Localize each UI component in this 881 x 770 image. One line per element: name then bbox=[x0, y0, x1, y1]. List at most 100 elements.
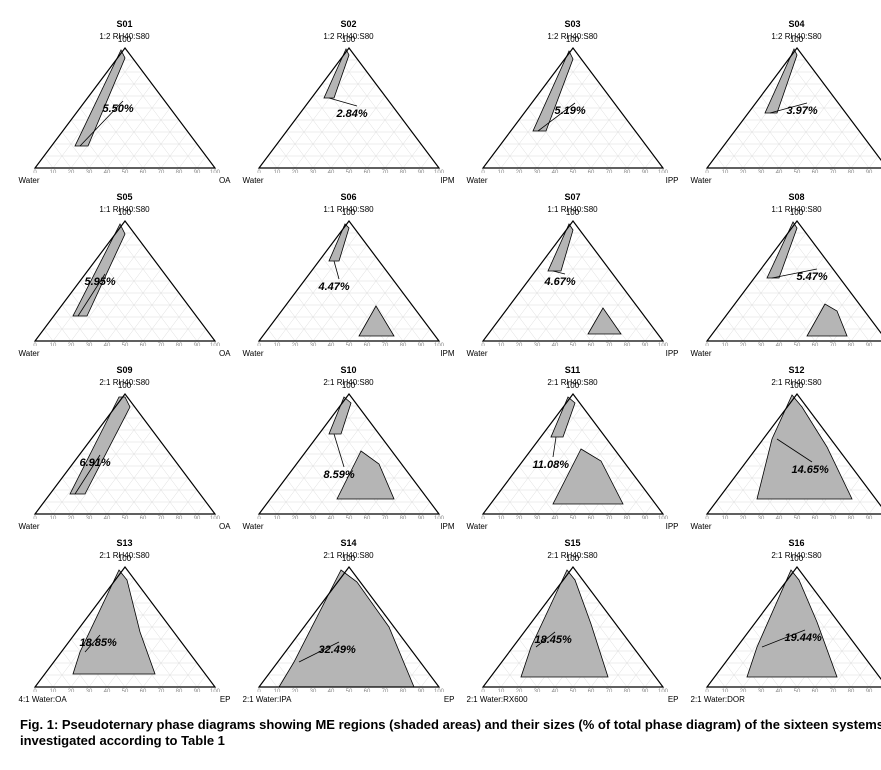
svg-text:60: 60 bbox=[363, 516, 370, 519]
svg-text:10: 10 bbox=[497, 170, 504, 173]
svg-text:40: 40 bbox=[103, 689, 110, 692]
left-corner-label: Water bbox=[243, 522, 264, 531]
svg-text:10: 10 bbox=[273, 516, 280, 519]
svg-text:20: 20 bbox=[515, 516, 522, 519]
right-corner-label: IPM bbox=[440, 522, 454, 531]
svg-text:60: 60 bbox=[363, 343, 370, 346]
svg-text:100: 100 bbox=[433, 689, 444, 692]
svg-text:0: 0 bbox=[705, 516, 709, 519]
svg-text:90: 90 bbox=[193, 516, 200, 519]
ternary-diagram-s02: S021:2 RH40:S800102030405060708090100100… bbox=[244, 20, 453, 183]
svg-text:60: 60 bbox=[587, 516, 594, 519]
right-corner-label: OA bbox=[219, 349, 231, 358]
ternary-diagram-s01: S011:2 RH40:S800102030405060708090100100… bbox=[20, 20, 229, 183]
right-corner-label: OA bbox=[219, 522, 231, 531]
svg-text:50: 50 bbox=[793, 343, 800, 346]
svg-text:90: 90 bbox=[641, 343, 648, 346]
svg-text:80: 80 bbox=[399, 689, 406, 692]
left-corner-label: 4:1 Water:OA bbox=[19, 695, 67, 704]
apex-label: 100 bbox=[790, 381, 803, 390]
left-corner-label: 2:1 Water:IPA bbox=[243, 695, 292, 704]
ternary-diagram-s15: S152:1 RH40:S800102030405060708090100100… bbox=[468, 539, 677, 702]
apex-label: 100 bbox=[790, 35, 803, 44]
region-percentage: 14.65% bbox=[792, 464, 829, 476]
svg-text:40: 40 bbox=[327, 170, 334, 173]
svg-text:80: 80 bbox=[175, 170, 182, 173]
left-corner-label: Water bbox=[691, 522, 712, 531]
svg-text:60: 60 bbox=[811, 170, 818, 173]
triangle-plot: 0102030405060708090100100WaterOA6.91% bbox=[25, 389, 225, 529]
svg-text:60: 60 bbox=[811, 343, 818, 346]
triangle-plot: 0102030405060708090100100WaterEP5.47% bbox=[697, 216, 881, 356]
diagram-title: S16 bbox=[788, 539, 804, 549]
left-corner-label: Water bbox=[243, 349, 264, 358]
svg-text:100: 100 bbox=[209, 343, 220, 346]
svg-text:80: 80 bbox=[847, 343, 854, 346]
svg-text:90: 90 bbox=[865, 516, 872, 519]
phase-diagram-grid: S011:2 RH40:S800102030405060708090100100… bbox=[20, 20, 881, 702]
triangle-plot: 0102030405060708090100100WaterIPP5.19% bbox=[473, 43, 673, 183]
svg-text:100: 100 bbox=[433, 343, 444, 346]
svg-text:0: 0 bbox=[257, 170, 261, 173]
svg-text:50: 50 bbox=[569, 343, 576, 346]
svg-text:100: 100 bbox=[657, 516, 668, 519]
svg-text:90: 90 bbox=[641, 516, 648, 519]
svg-text:20: 20 bbox=[291, 343, 298, 346]
ternary-diagram-s04: S041:2 RH40:S800102030405060708090100100… bbox=[692, 20, 881, 183]
left-corner-label: Water bbox=[467, 349, 488, 358]
ternary-diagram-s10: S102:1 RH40:S800102030405060708090100100… bbox=[244, 366, 453, 529]
triangle-plot: 0102030405060708090100100WaterOA5.95% bbox=[25, 216, 225, 356]
ternary-diagram-s07: S071:1 RH40:S800102030405060708090100100… bbox=[468, 193, 677, 356]
svg-text:0: 0 bbox=[33, 516, 37, 519]
diagram-title: S01 bbox=[116, 20, 132, 30]
ternary-diagram-s11: S112:1 RH40:S800102030405060708090100100… bbox=[468, 366, 677, 529]
svg-text:50: 50 bbox=[121, 516, 128, 519]
right-corner-label: EP bbox=[444, 695, 455, 704]
svg-text:30: 30 bbox=[533, 516, 540, 519]
svg-text:50: 50 bbox=[569, 516, 576, 519]
apex-label: 100 bbox=[342, 35, 355, 44]
svg-text:100: 100 bbox=[209, 689, 220, 692]
left-corner-label: Water bbox=[19, 349, 40, 358]
triangle-plot: 01020304050607080901001002:1 Water:DOREP… bbox=[697, 562, 881, 702]
ternary-diagram-s14: S142:1 RH40:S800102030405060708090100100… bbox=[244, 539, 453, 702]
svg-text:90: 90 bbox=[417, 689, 424, 692]
region-percentage: 5.50% bbox=[103, 103, 134, 115]
svg-text:60: 60 bbox=[363, 170, 370, 173]
triangle-plot: 0102030405060708090100100WaterOA5.50% bbox=[25, 43, 225, 183]
svg-text:100: 100 bbox=[657, 689, 668, 692]
region-percentage: 18.85% bbox=[80, 637, 117, 649]
svg-text:0: 0 bbox=[481, 516, 485, 519]
svg-text:30: 30 bbox=[757, 689, 764, 692]
apex-label: 100 bbox=[342, 208, 355, 217]
diagram-title: S09 bbox=[116, 366, 132, 376]
svg-text:50: 50 bbox=[793, 170, 800, 173]
svg-text:90: 90 bbox=[193, 689, 200, 692]
right-corner-label: OA bbox=[219, 176, 231, 185]
svg-text:40: 40 bbox=[103, 170, 110, 173]
svg-text:60: 60 bbox=[587, 689, 594, 692]
svg-text:90: 90 bbox=[193, 343, 200, 346]
apex-label: 100 bbox=[566, 35, 579, 44]
svg-text:100: 100 bbox=[209, 170, 220, 173]
svg-text:30: 30 bbox=[309, 170, 316, 173]
svg-text:70: 70 bbox=[157, 689, 164, 692]
diagram-title: S08 bbox=[788, 193, 804, 203]
svg-text:40: 40 bbox=[327, 689, 334, 692]
svg-text:10: 10 bbox=[49, 689, 56, 692]
svg-text:70: 70 bbox=[157, 170, 164, 173]
svg-text:70: 70 bbox=[157, 516, 164, 519]
svg-text:10: 10 bbox=[49, 343, 56, 346]
svg-text:0: 0 bbox=[257, 343, 261, 346]
svg-text:20: 20 bbox=[67, 170, 74, 173]
svg-text:0: 0 bbox=[705, 343, 709, 346]
svg-text:0: 0 bbox=[705, 170, 709, 173]
diagram-title: S13 bbox=[116, 539, 132, 549]
svg-text:10: 10 bbox=[273, 170, 280, 173]
svg-text:80: 80 bbox=[175, 516, 182, 519]
svg-text:30: 30 bbox=[85, 516, 92, 519]
ternary-diagram-s03: S031:2 RH40:S800102030405060708090100100… bbox=[468, 20, 677, 183]
triangle-plot: 01020304050607080901001004:1 Water:OAEP1… bbox=[25, 562, 225, 702]
region-percentage: 18.45% bbox=[535, 634, 572, 646]
svg-text:10: 10 bbox=[49, 170, 56, 173]
